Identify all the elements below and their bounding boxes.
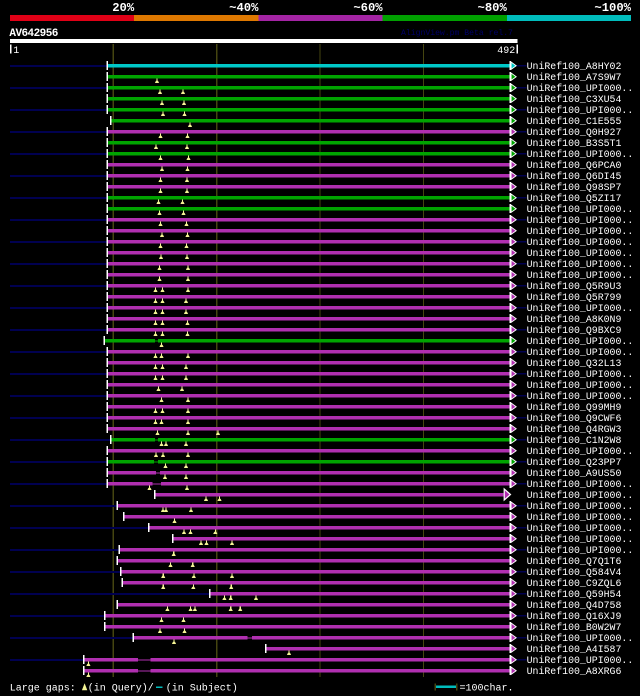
- svg-text:UniRef100_A8XRG6: UniRef100_A8XRG6: [527, 666, 622, 677]
- svg-text:UniRef100_A8HY02: UniRef100_A8HY02: [527, 61, 622, 72]
- svg-text:UniRef100_A7S9W7: UniRef100_A7S9W7: [527, 72, 622, 83]
- svg-text:=100char.: =100char.: [460, 683, 514, 695]
- svg-text:UniRef100_UPI000..: UniRef100_UPI000..: [527, 391, 634, 402]
- svg-text:UniRef100_UPI000..: UniRef100_UPI000..: [527, 490, 634, 501]
- svg-text:UniRef100_Q4D758: UniRef100_Q4D758: [527, 600, 622, 611]
- svg-text:UniRef100_A8K0N9: UniRef100_A8K0N9: [527, 314, 622, 325]
- svg-text:UniRef100_UPI000..: UniRef100_UPI000..: [527, 446, 634, 457]
- svg-text:Large gaps:: Large gaps:: [10, 684, 76, 695]
- svg-text:UniRef100_Q98SP7: UniRef100_Q98SP7: [527, 182, 622, 193]
- svg-text:~100%: ~100%: [594, 1, 631, 15]
- svg-text:UniRef100_B3S5T1: UniRef100_B3S5T1: [527, 138, 622, 149]
- svg-text:UniRef100_UPI000..: UniRef100_UPI000..: [527, 259, 634, 270]
- svg-text:UniRef100_UPI000..: UniRef100_UPI000..: [527, 270, 634, 281]
- svg-text:AV642956: AV642956: [9, 28, 57, 40]
- svg-text:UniRef100_Q0H927: UniRef100_Q0H927: [527, 127, 622, 138]
- svg-text:(in Subject): (in Subject): [166, 683, 238, 695]
- svg-text:(in Query)/: (in Query)/: [88, 683, 154, 695]
- svg-text:UniRef100_Q9BXC9: UniRef100_Q9BXC9: [527, 325, 622, 336]
- svg-text:AlignView.pm Beta rel.7: AlignView.pm Beta rel.7: [401, 29, 513, 38]
- svg-text:UniRef100_C1N2W8: UniRef100_C1N2W8: [527, 435, 622, 446]
- svg-text:492: 492: [497, 46, 515, 57]
- svg-text:UniRef100_UPI000..: UniRef100_UPI000..: [527, 237, 634, 248]
- svg-text:~80%: ~80%: [478, 1, 508, 15]
- svg-text:UniRef100_UPI000..: UniRef100_UPI000..: [527, 248, 634, 259]
- svg-text:UniRef100_Q5ZI17: UniRef100_Q5ZI17: [527, 193, 622, 204]
- svg-text:UniRef100_UPI000..: UniRef100_UPI000..: [527, 347, 634, 358]
- svg-text:UniRef100_C1E555: UniRef100_C1E555: [527, 116, 622, 127]
- svg-text:UniRef100_Q6PCA0: UniRef100_Q6PCA0: [527, 160, 622, 171]
- svg-text:UniRef100_Q16XJ9: UniRef100_Q16XJ9: [527, 611, 622, 622]
- svg-text:UniRef100_UPI000..: UniRef100_UPI000..: [527, 633, 634, 644]
- svg-text:UniRef100_UPI000..: UniRef100_UPI000..: [527, 336, 634, 347]
- svg-text:UniRef100_Q5R9U3: UniRef100_Q5R9U3: [527, 281, 622, 292]
- svg-text:UniRef100_UPI000..: UniRef100_UPI000..: [527, 149, 634, 160]
- svg-text:UniRef100_UPI000..: UniRef100_UPI000..: [527, 105, 634, 116]
- svg-text:UniRef100_UPI000..: UniRef100_UPI000..: [527, 369, 634, 380]
- svg-text:UniRef100_Q4RGW3: UniRef100_Q4RGW3: [527, 424, 622, 435]
- svg-text:UniRef100_UPI000..: UniRef100_UPI000..: [527, 380, 634, 391]
- svg-text:UniRef100_A9US50: UniRef100_A9US50: [527, 468, 622, 479]
- svg-text:UniRef100_UPI000..: UniRef100_UPI000..: [527, 534, 634, 545]
- svg-text:UniRef100_A4I587: UniRef100_A4I587: [527, 644, 622, 655]
- svg-text:UniRef100_B0W2W7: UniRef100_B0W2W7: [527, 622, 622, 633]
- svg-text:UniRef100_Q99MH9: UniRef100_Q99MH9: [527, 402, 622, 413]
- svg-text:UniRef100_Q59H54: UniRef100_Q59H54: [527, 589, 622, 600]
- svg-text:UniRef100_UPI000..: UniRef100_UPI000..: [527, 512, 634, 523]
- svg-text:UniRef100_Q6DI45: UniRef100_Q6DI45: [527, 171, 622, 182]
- svg-text:UniRef100_UPI000..: UniRef100_UPI000..: [527, 545, 634, 556]
- svg-text:UniRef100_Q9CWF6: UniRef100_Q9CWF6: [527, 413, 622, 424]
- svg-text:~60%: ~60%: [353, 1, 383, 15]
- svg-text:UniRef100_UPI000..: UniRef100_UPI000..: [527, 204, 634, 215]
- svg-text:UniRef100_UPI000..: UniRef100_UPI000..: [527, 655, 634, 666]
- svg-text:UniRef100_UPI000..: UniRef100_UPI000..: [527, 523, 634, 534]
- svg-text:UniRef100_Q23PP7: UniRef100_Q23PP7: [527, 457, 622, 468]
- svg-text:UniRef100_UPI000..: UniRef100_UPI000..: [527, 215, 634, 226]
- svg-text:UniRef100_C9ZQL6: UniRef100_C9ZQL6: [527, 578, 622, 589]
- svg-text:UniRef100_Q32L13: UniRef100_Q32L13: [527, 358, 622, 369]
- svg-text:UniRef100_Q584V4: UniRef100_Q584V4: [527, 567, 622, 578]
- svg-text:UniRef100_UPI000..: UniRef100_UPI000..: [527, 303, 634, 314]
- svg-text:20%: 20%: [112, 1, 135, 15]
- svg-text:UniRef100_UPI000..: UniRef100_UPI000..: [527, 501, 634, 512]
- svg-text:UniRef100_UPI000..: UniRef100_UPI000..: [527, 226, 634, 237]
- svg-text:UniRef100_Q5R799: UniRef100_Q5R799: [527, 292, 622, 303]
- svg-text:UniRef100_Q7Q1T6: UniRef100_Q7Q1T6: [527, 556, 622, 567]
- svg-text:1: 1: [13, 46, 19, 57]
- svg-text:UniRef100_UPI000..: UniRef100_UPI000..: [527, 479, 634, 490]
- svg-text:~40%: ~40%: [229, 1, 259, 15]
- svg-text:UniRef100_UPI000..: UniRef100_UPI000..: [527, 83, 634, 94]
- svg-text:UniRef100_C3XU54: UniRef100_C3XU54: [527, 94, 622, 105]
